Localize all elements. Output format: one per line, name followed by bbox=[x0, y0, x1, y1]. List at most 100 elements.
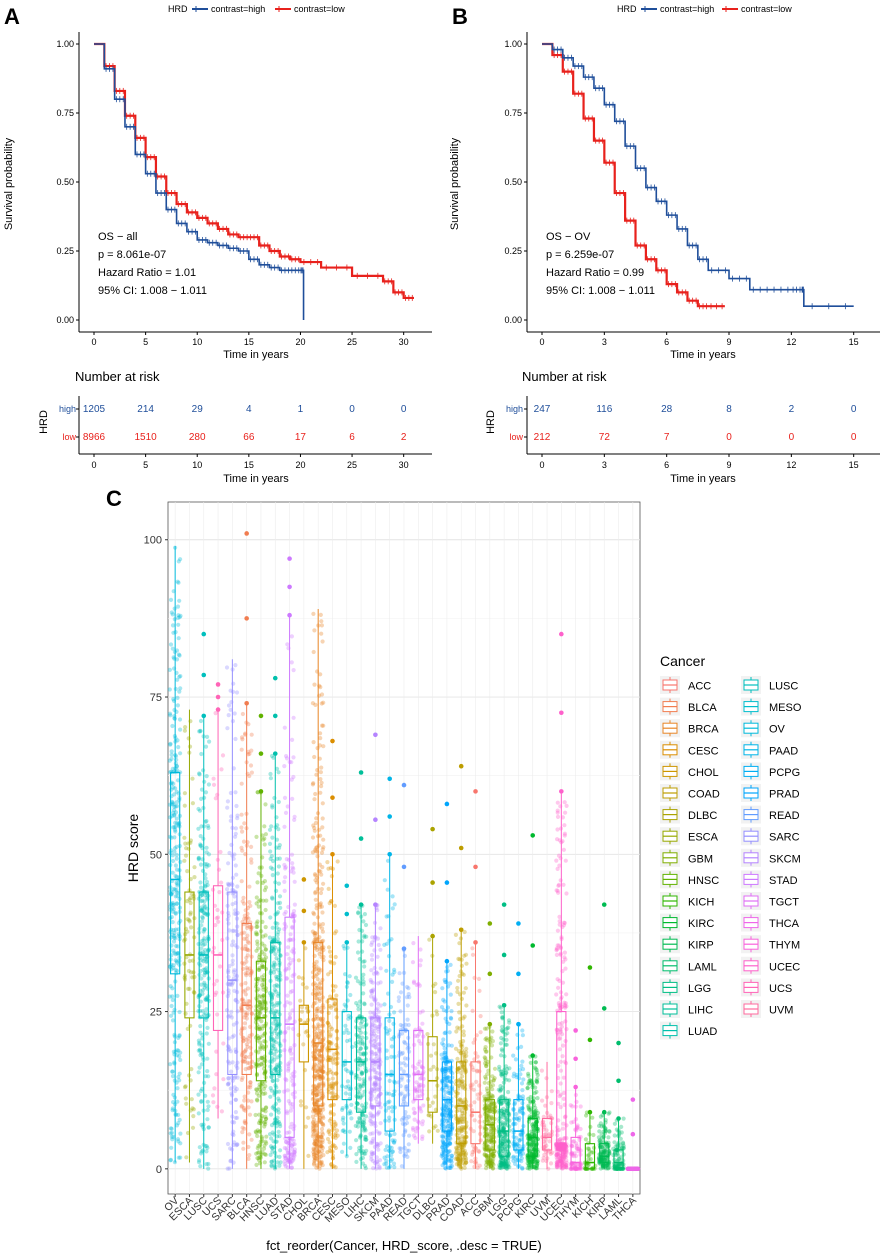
data-point bbox=[173, 936, 178, 941]
data-point bbox=[188, 900, 193, 906]
risk-row-label-high: high bbox=[506, 404, 523, 414]
data-point bbox=[175, 1048, 180, 1053]
y-tick-label: 0.25 bbox=[56, 246, 74, 256]
x-tick-label: 12 bbox=[786, 337, 796, 347]
data-point bbox=[447, 1021, 452, 1027]
data-point bbox=[474, 1079, 479, 1084]
data-point bbox=[183, 1011, 188, 1016]
data-point bbox=[204, 845, 209, 850]
data-point bbox=[260, 963, 265, 968]
risk-table-ylabel: HRD bbox=[485, 410, 497, 434]
data-point bbox=[520, 1088, 525, 1093]
data-point bbox=[256, 1063, 261, 1068]
data-point bbox=[177, 689, 182, 694]
data-point bbox=[170, 920, 175, 925]
data-point bbox=[369, 1050, 374, 1055]
data-point bbox=[477, 1069, 482, 1074]
data-point bbox=[375, 1015, 380, 1020]
data-point bbox=[175, 951, 180, 957]
data-point bbox=[182, 1085, 188, 1090]
outlier-point bbox=[387, 776, 392, 782]
data-point bbox=[171, 655, 176, 660]
data-point bbox=[490, 1083, 496, 1088]
data-point bbox=[287, 1060, 292, 1065]
data-point bbox=[169, 1145, 174, 1150]
data-point bbox=[535, 1096, 540, 1101]
data-point bbox=[284, 754, 289, 759]
data-point bbox=[461, 1136, 466, 1141]
data-point bbox=[234, 1086, 239, 1092]
data-point bbox=[235, 1060, 240, 1065]
data-point bbox=[526, 1096, 531, 1101]
data-point bbox=[278, 1160, 283, 1165]
data-point bbox=[271, 1004, 276, 1009]
data-point bbox=[244, 1012, 249, 1018]
data-point bbox=[190, 1125, 196, 1130]
data-point bbox=[200, 988, 206, 993]
data-point bbox=[320, 910, 325, 915]
data-point bbox=[174, 844, 179, 850]
data-point bbox=[399, 1091, 404, 1096]
data-point bbox=[469, 1113, 474, 1118]
data-point bbox=[261, 993, 266, 998]
data-point bbox=[364, 1137, 369, 1142]
data-point bbox=[174, 800, 180, 805]
data-point bbox=[234, 1142, 240, 1147]
data-point bbox=[321, 744, 326, 749]
data-point bbox=[240, 848, 245, 853]
data-point bbox=[412, 1117, 417, 1122]
x-tick-label: 3 bbox=[602, 337, 607, 347]
data-point bbox=[447, 1132, 453, 1138]
data-point bbox=[185, 1026, 190, 1031]
data-point bbox=[362, 1151, 367, 1156]
data-point bbox=[275, 1078, 280, 1083]
data-point bbox=[315, 1026, 320, 1031]
data-point bbox=[218, 964, 223, 969]
data-point bbox=[519, 1063, 524, 1068]
data-point bbox=[355, 950, 361, 955]
data-point bbox=[211, 776, 216, 781]
data-point bbox=[484, 1086, 490, 1091]
data-point bbox=[353, 1072, 358, 1078]
data-point bbox=[204, 1007, 209, 1012]
data-point bbox=[270, 1105, 275, 1110]
data-point bbox=[274, 956, 279, 961]
data-point bbox=[214, 916, 219, 921]
data-point bbox=[402, 1039, 407, 1045]
data-point bbox=[271, 1037, 276, 1043]
data-point bbox=[199, 885, 204, 890]
data-point bbox=[318, 1163, 323, 1168]
data-point bbox=[247, 884, 252, 889]
data-point bbox=[277, 1163, 282, 1168]
data-point bbox=[173, 951, 178, 957]
data-point bbox=[173, 911, 178, 916]
data-point bbox=[411, 941, 416, 946]
data-point bbox=[262, 1160, 267, 1165]
data-point bbox=[260, 1001, 265, 1007]
data-point bbox=[272, 1145, 277, 1150]
data-point bbox=[383, 1147, 388, 1152]
data-point bbox=[233, 834, 238, 839]
data-point bbox=[189, 892, 195, 897]
risk-value-low: 66 bbox=[243, 432, 255, 443]
outlier-point bbox=[516, 921, 521, 926]
data-point bbox=[334, 929, 339, 934]
data-point bbox=[447, 1030, 452, 1035]
data-point bbox=[175, 867, 180, 872]
data-point bbox=[245, 1060, 250, 1065]
data-point bbox=[204, 1017, 209, 1023]
data-point bbox=[482, 1055, 487, 1060]
data-point bbox=[326, 1129, 331, 1134]
data-point bbox=[242, 1098, 247, 1103]
data-point bbox=[261, 1060, 266, 1065]
data-point bbox=[387, 1078, 392, 1083]
data-point bbox=[249, 1011, 255, 1016]
data-point bbox=[246, 986, 251, 991]
data-point bbox=[321, 881, 326, 886]
data-point bbox=[203, 967, 208, 972]
data-point bbox=[263, 925, 268, 930]
y-tick-label: 25 bbox=[150, 1007, 162, 1019]
data-point bbox=[170, 853, 175, 858]
data-point bbox=[387, 1099, 392, 1104]
data-point bbox=[312, 1159, 317, 1164]
